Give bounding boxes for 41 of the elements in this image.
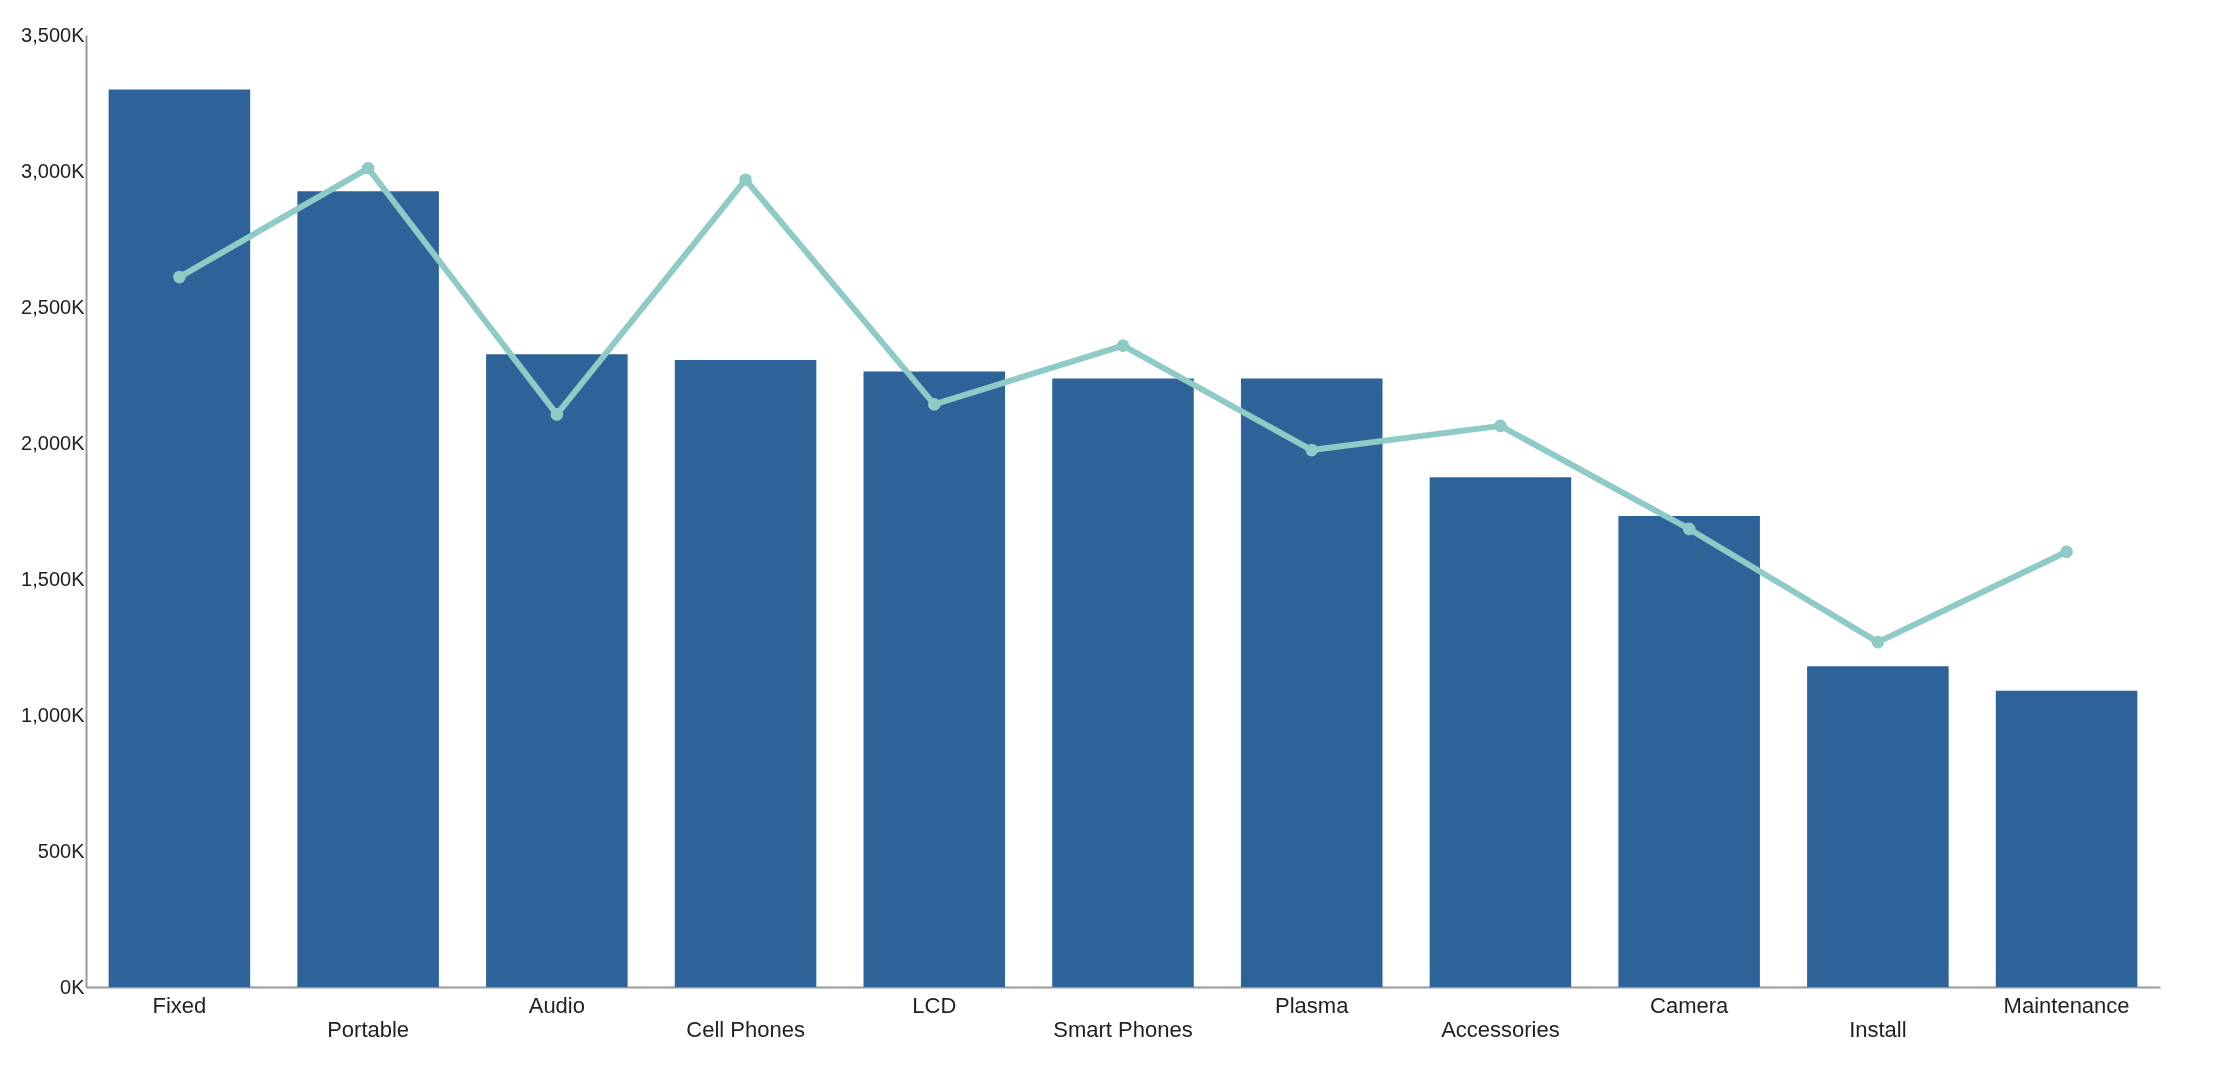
bar — [674, 360, 817, 987]
y-tick-label: 3,000K — [21, 159, 86, 182]
point — [927, 398, 941, 411]
bar — [1240, 378, 1383, 987]
point — [173, 270, 186, 284]
x-tick-label: Plasma — [1275, 992, 1350, 1018]
y-tick-label: 1,000K — [21, 703, 86, 726]
x-tick-label: Maintenance — [2003, 992, 2130, 1018]
x-tick-label: LCD — [912, 992, 957, 1018]
point — [1116, 339, 1130, 352]
point — [1494, 419, 1507, 433]
x-tick-label: Smart Phones — [1053, 1016, 1193, 1042]
y-tick-label: 2,000K — [21, 431, 86, 454]
point — [550, 408, 564, 421]
x-tick-label: Fixed — [152, 992, 207, 1018]
y-tick-label: 0K — [60, 975, 86, 998]
y-tick-label: 500K — [37, 839, 86, 862]
point — [1682, 522, 1696, 536]
bar — [486, 354, 628, 987]
bar — [863, 371, 1006, 987]
x-tick-label: Cell Phones — [686, 1016, 805, 1042]
point — [739, 173, 752, 187]
point — [1305, 443, 1319, 457]
bar — [108, 89, 251, 987]
bar — [1807, 666, 1949, 987]
bar — [1052, 378, 1194, 987]
bar — [1429, 477, 1572, 987]
point — [361, 161, 375, 175]
point — [1871, 635, 1885, 649]
x-tick-label: Camera — [1650, 992, 1730, 1018]
x-tick-label: Install — [1849, 1016, 1907, 1042]
bar — [297, 191, 439, 987]
y-tick-label: 3,500K — [21, 23, 86, 46]
x-tick-label: Accessories — [1441, 1016, 1560, 1042]
x-tick-label: Portable — [327, 1016, 410, 1042]
y-tick-label: 1,500K — [21, 567, 86, 590]
bar — [1995, 690, 2138, 987]
point — [2060, 545, 2073, 559]
x-tick-label: Audio — [528, 992, 585, 1018]
y-tick-label: 2,500K — [21, 295, 86, 318]
bar — [1618, 515, 1760, 987]
